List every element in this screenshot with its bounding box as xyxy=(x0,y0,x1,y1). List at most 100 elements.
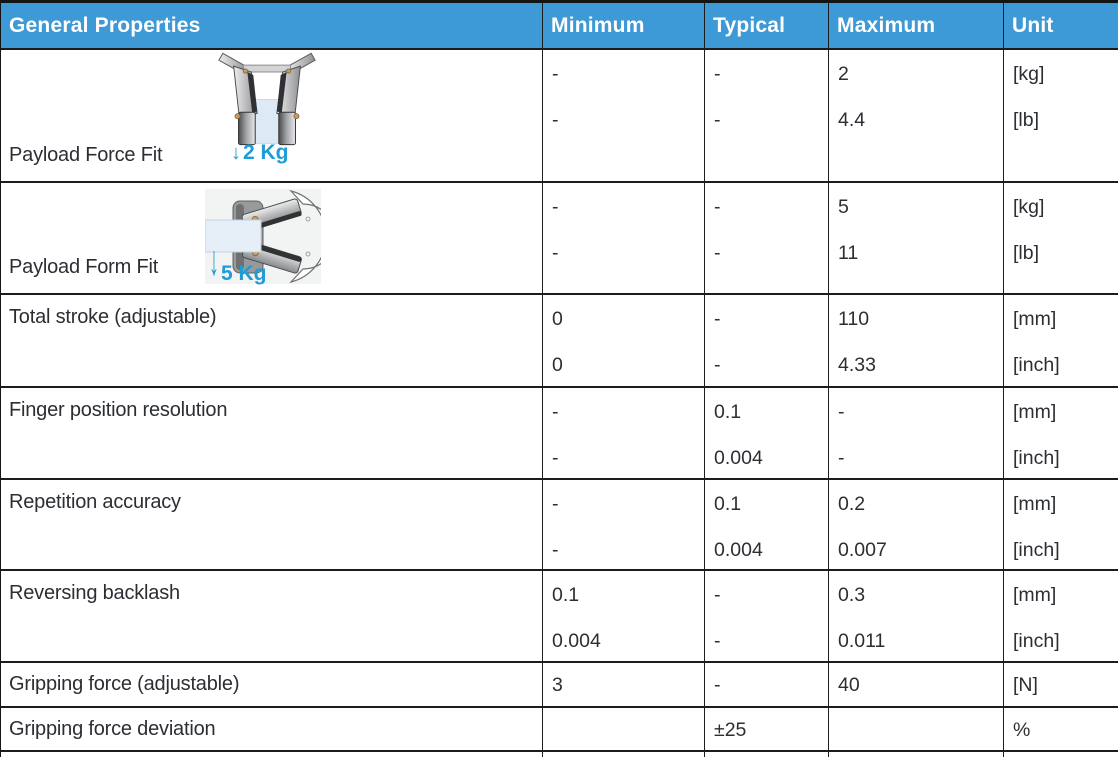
payload-badge: ↓ 2 Kg xyxy=(231,141,289,165)
cell-min xyxy=(542,708,704,752)
value: [inch] xyxy=(1013,354,1060,376)
value: - xyxy=(714,584,721,606)
value: ±25 xyxy=(714,719,747,741)
partial-row xyxy=(1,752,542,757)
down-arrow-icon: ↓ xyxy=(209,238,219,285)
value: 0.1 xyxy=(714,401,742,423)
cell-unit: [mm] [inch] xyxy=(1003,295,1118,388)
cell-typical: - - xyxy=(704,50,828,183)
row-label-payload-force-fit: ↓ 2 Kg Payload Force Fit xyxy=(1,50,542,183)
cell-unit: [mm] [inch] xyxy=(1003,571,1118,663)
value: [inch] xyxy=(1013,447,1060,469)
cell-min: - - xyxy=(542,480,704,571)
gripper-force-fit-icon xyxy=(213,52,321,146)
row-label: Payload Force Fit xyxy=(9,144,163,166)
value: 5 xyxy=(838,196,849,218)
value: - xyxy=(552,196,559,218)
cell-typical: - - xyxy=(704,295,828,388)
cell-min: - - xyxy=(542,388,704,480)
cell-max: 40 xyxy=(828,663,1003,708)
value: 0.1 xyxy=(552,584,580,606)
value: - xyxy=(552,109,559,131)
value: 0.1 xyxy=(714,493,742,515)
value: % xyxy=(1013,719,1031,741)
row-label: Payload Form Fit xyxy=(9,256,159,278)
row-label-gripping-force: Gripping force (adjustable) xyxy=(1,663,542,708)
cell-typical: 0.1 0.004 xyxy=(704,480,828,571)
cell-typical: ±25 xyxy=(704,708,828,752)
value: - xyxy=(552,401,559,423)
cell-min: 0.1 0.004 xyxy=(542,571,704,663)
value: [kg] xyxy=(1013,63,1045,85)
down-arrow-icon: ↓ xyxy=(231,142,241,164)
value: [mm] xyxy=(1013,401,1057,423)
cell-unit: [N] xyxy=(1003,663,1118,708)
value: [inch] xyxy=(1013,630,1060,652)
value xyxy=(838,718,999,742)
table-title: General Properties xyxy=(1,3,542,50)
value: 0.004 xyxy=(714,539,763,561)
value: - xyxy=(552,539,559,561)
value: 0 xyxy=(552,354,563,376)
partial-row xyxy=(542,752,704,757)
cell-min: - - xyxy=(542,183,704,295)
payload-badge-label: 2 Kg xyxy=(243,141,289,164)
value: - xyxy=(838,401,845,423)
row-label-reversing-backlash: Reversing backlash xyxy=(1,571,542,663)
cell-max: 0.3 0.011 xyxy=(828,571,1003,663)
value: 4.4 xyxy=(838,109,866,131)
cell-max xyxy=(828,708,1003,752)
value: - xyxy=(714,674,721,696)
value: - xyxy=(714,630,721,652)
cell-max: 110 4.33 xyxy=(828,295,1003,388)
column-header-minimum: Minimum xyxy=(542,3,704,50)
value: 0.007 xyxy=(838,539,887,561)
value: 0.004 xyxy=(552,630,601,652)
value: [mm] xyxy=(1013,584,1057,606)
cell-max: - - xyxy=(828,388,1003,480)
value: - xyxy=(838,447,845,469)
cell-min: 3 xyxy=(542,663,704,708)
value: 40 xyxy=(838,674,860,696)
value: 4.33 xyxy=(838,354,876,376)
value: 2 xyxy=(838,63,849,85)
cell-unit: % xyxy=(1003,708,1118,752)
value xyxy=(552,718,700,742)
value: - xyxy=(714,242,721,264)
column-header-typical: Typical xyxy=(704,3,828,50)
cell-max: 5 11 xyxy=(828,183,1003,295)
value: - xyxy=(552,447,559,469)
value: [lb] xyxy=(1013,109,1040,131)
partial-row xyxy=(1003,752,1118,757)
value: [mm] xyxy=(1013,493,1057,515)
cell-unit: [mm] [inch] xyxy=(1003,480,1118,571)
value: [kg] xyxy=(1013,196,1045,218)
cell-unit: [kg] [lb] xyxy=(1003,183,1118,295)
partial-row xyxy=(704,752,828,757)
payload-badge: ↓ 5 Kg xyxy=(209,239,267,285)
row-label-payload-form-fit: ↓ 5 Kg Payload Form Fit xyxy=(1,183,542,295)
value: 0 xyxy=(552,308,563,330)
value: 0.011 xyxy=(838,630,886,652)
value: 0.3 xyxy=(838,584,866,606)
cell-min: - - xyxy=(542,50,704,183)
value: 110 xyxy=(838,308,870,330)
value: - xyxy=(552,242,559,264)
value: - xyxy=(714,308,721,330)
cell-max: 0.2 0.007 xyxy=(828,480,1003,571)
row-label-gripping-force-deviation: Gripping force deviation xyxy=(1,708,542,752)
value: [N] xyxy=(1013,674,1038,696)
value: - xyxy=(714,63,721,85)
cell-typical: - - xyxy=(704,571,828,663)
value: [lb] xyxy=(1013,242,1040,264)
cell-min: 0 0 xyxy=(542,295,704,388)
value: 0.004 xyxy=(714,447,763,469)
value: - xyxy=(714,109,721,131)
value: [mm] xyxy=(1013,308,1057,330)
cell-max: 2 4.4 xyxy=(828,50,1003,183)
cell-unit: [mm] [inch] xyxy=(1003,388,1118,480)
cell-typical: - - xyxy=(704,183,828,295)
partial-row xyxy=(828,752,1003,757)
value: 0.2 xyxy=(838,493,866,515)
